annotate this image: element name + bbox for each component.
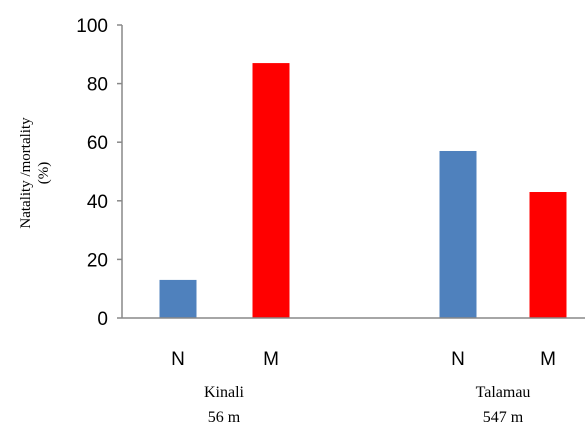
group-label: 56 m [208, 409, 241, 426]
group-label: 547 m [483, 409, 524, 426]
y-tick-label: 20 [87, 250, 108, 271]
bar-m-2 [529, 192, 567, 318]
y-tick-label: 60 [87, 133, 108, 154]
x-category-label: M [263, 349, 279, 370]
bar-n-2 [439, 150, 477, 318]
y-tick-label: 40 [87, 192, 108, 213]
group-label: Kinali [204, 384, 245, 401]
y-tick-label: 0 [97, 309, 108, 330]
bar-n-1 [159, 279, 197, 318]
y-axis: 0 20 40 60 80 100 [76, 16, 123, 330]
y-tick-label: 100 [76, 16, 108, 37]
x-labels: N M Kinali 56 m N M Talamau 547 m [171, 349, 556, 426]
x-category-label: N [451, 349, 465, 370]
bar-m-1 [252, 63, 290, 319]
y-axis-title: Natality /mortality (%) [18, 117, 52, 229]
x-category-label: M [540, 349, 556, 370]
x-category-label: N [171, 349, 185, 370]
y-axis-title-line-2: (%) [36, 162, 52, 185]
y-tick-label: 80 [87, 75, 108, 96]
y-axis-title-line-1: Natality /mortality [18, 117, 34, 229]
group-label: Talamau [476, 384, 531, 401]
bars [159, 63, 567, 319]
